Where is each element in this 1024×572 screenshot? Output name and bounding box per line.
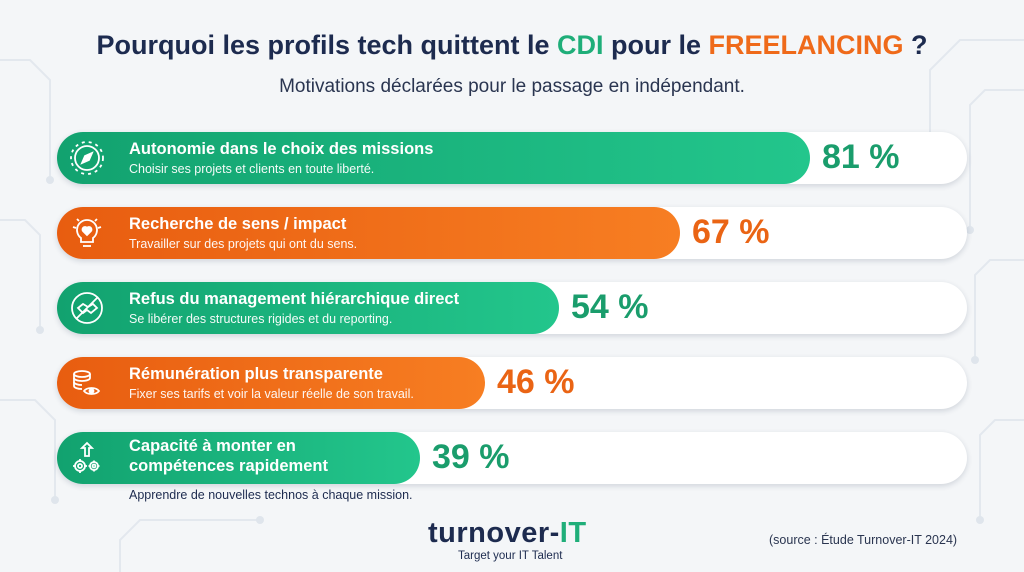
bar-description-2: Travailler sur des projets qui ont du se…	[129, 237, 358, 251]
bar-value-5: 39 %	[432, 438, 510, 476]
bar-label-5: Capacité à monter en compétences rapidem…	[129, 437, 328, 475]
bar-fill-4	[57, 357, 485, 409]
title-cdi: CDI	[557, 30, 604, 60]
page-title: Pourquoi les profils tech quittent le CD…	[96, 30, 928, 60]
bar-fill-2	[57, 207, 680, 259]
compass-icon	[69, 140, 105, 176]
brand-logo: turnover-IT	[428, 517, 587, 549]
bar-label-2: Recherche de sens / impact	[129, 215, 347, 233]
bar-label-3: Refus du management hiérarchique direct	[129, 290, 460, 308]
bar-label-1: Autonomie dans le choix des missions	[129, 140, 434, 158]
page-subtitle: Motivations déclarées pour le passage en…	[279, 76, 745, 97]
brand-tagline: Target your IT Talent	[458, 550, 563, 562]
bar-value-4: 46 %	[497, 363, 575, 401]
lightbulb-heart-icon	[69, 215, 105, 251]
bar-row-2: Recherche de sens / impact Travailler sur…	[57, 207, 967, 259]
bar-row-1: Autonomie dans le choix des missions Choi…	[57, 132, 967, 184]
bar-value-2: 67 %	[692, 213, 770, 251]
bar-fill-3	[57, 282, 559, 334]
bar-value-3: 54 %	[571, 288, 649, 326]
bar-row-4: Rémunération plus transparente Fixer ses …	[57, 357, 967, 409]
no-handshake-icon	[69, 290, 105, 326]
bar-description-5: Apprendre de nouvelles technos à chaque …	[129, 488, 413, 502]
bar-row-5: Capacité à monter en compétences rapidem…	[57, 432, 967, 484]
bar-value-1: 81 %	[822, 138, 900, 176]
bar-row-3: Refus du management hiérarchique direct S…	[57, 282, 967, 334]
bar-description-1: Choisir ses projets et clients en toute …	[129, 162, 375, 176]
coins-eye-icon	[69, 365, 105, 401]
bar-label-4: Rémunération plus transparente	[129, 365, 383, 383]
source-note: (source : Étude Turnover-IT 2024)	[769, 533, 958, 547]
bar-fill-5	[57, 432, 420, 484]
bar-description-3: Se libérer des structures rigides et du …	[129, 312, 393, 326]
title-freelancing: FREELANCING	[708, 30, 904, 60]
bar-description-4: Fixer ses tarifs et voir la valeur réell…	[129, 387, 414, 401]
gears-growth-icon	[69, 440, 105, 476]
bar-fill-1	[57, 132, 810, 184]
